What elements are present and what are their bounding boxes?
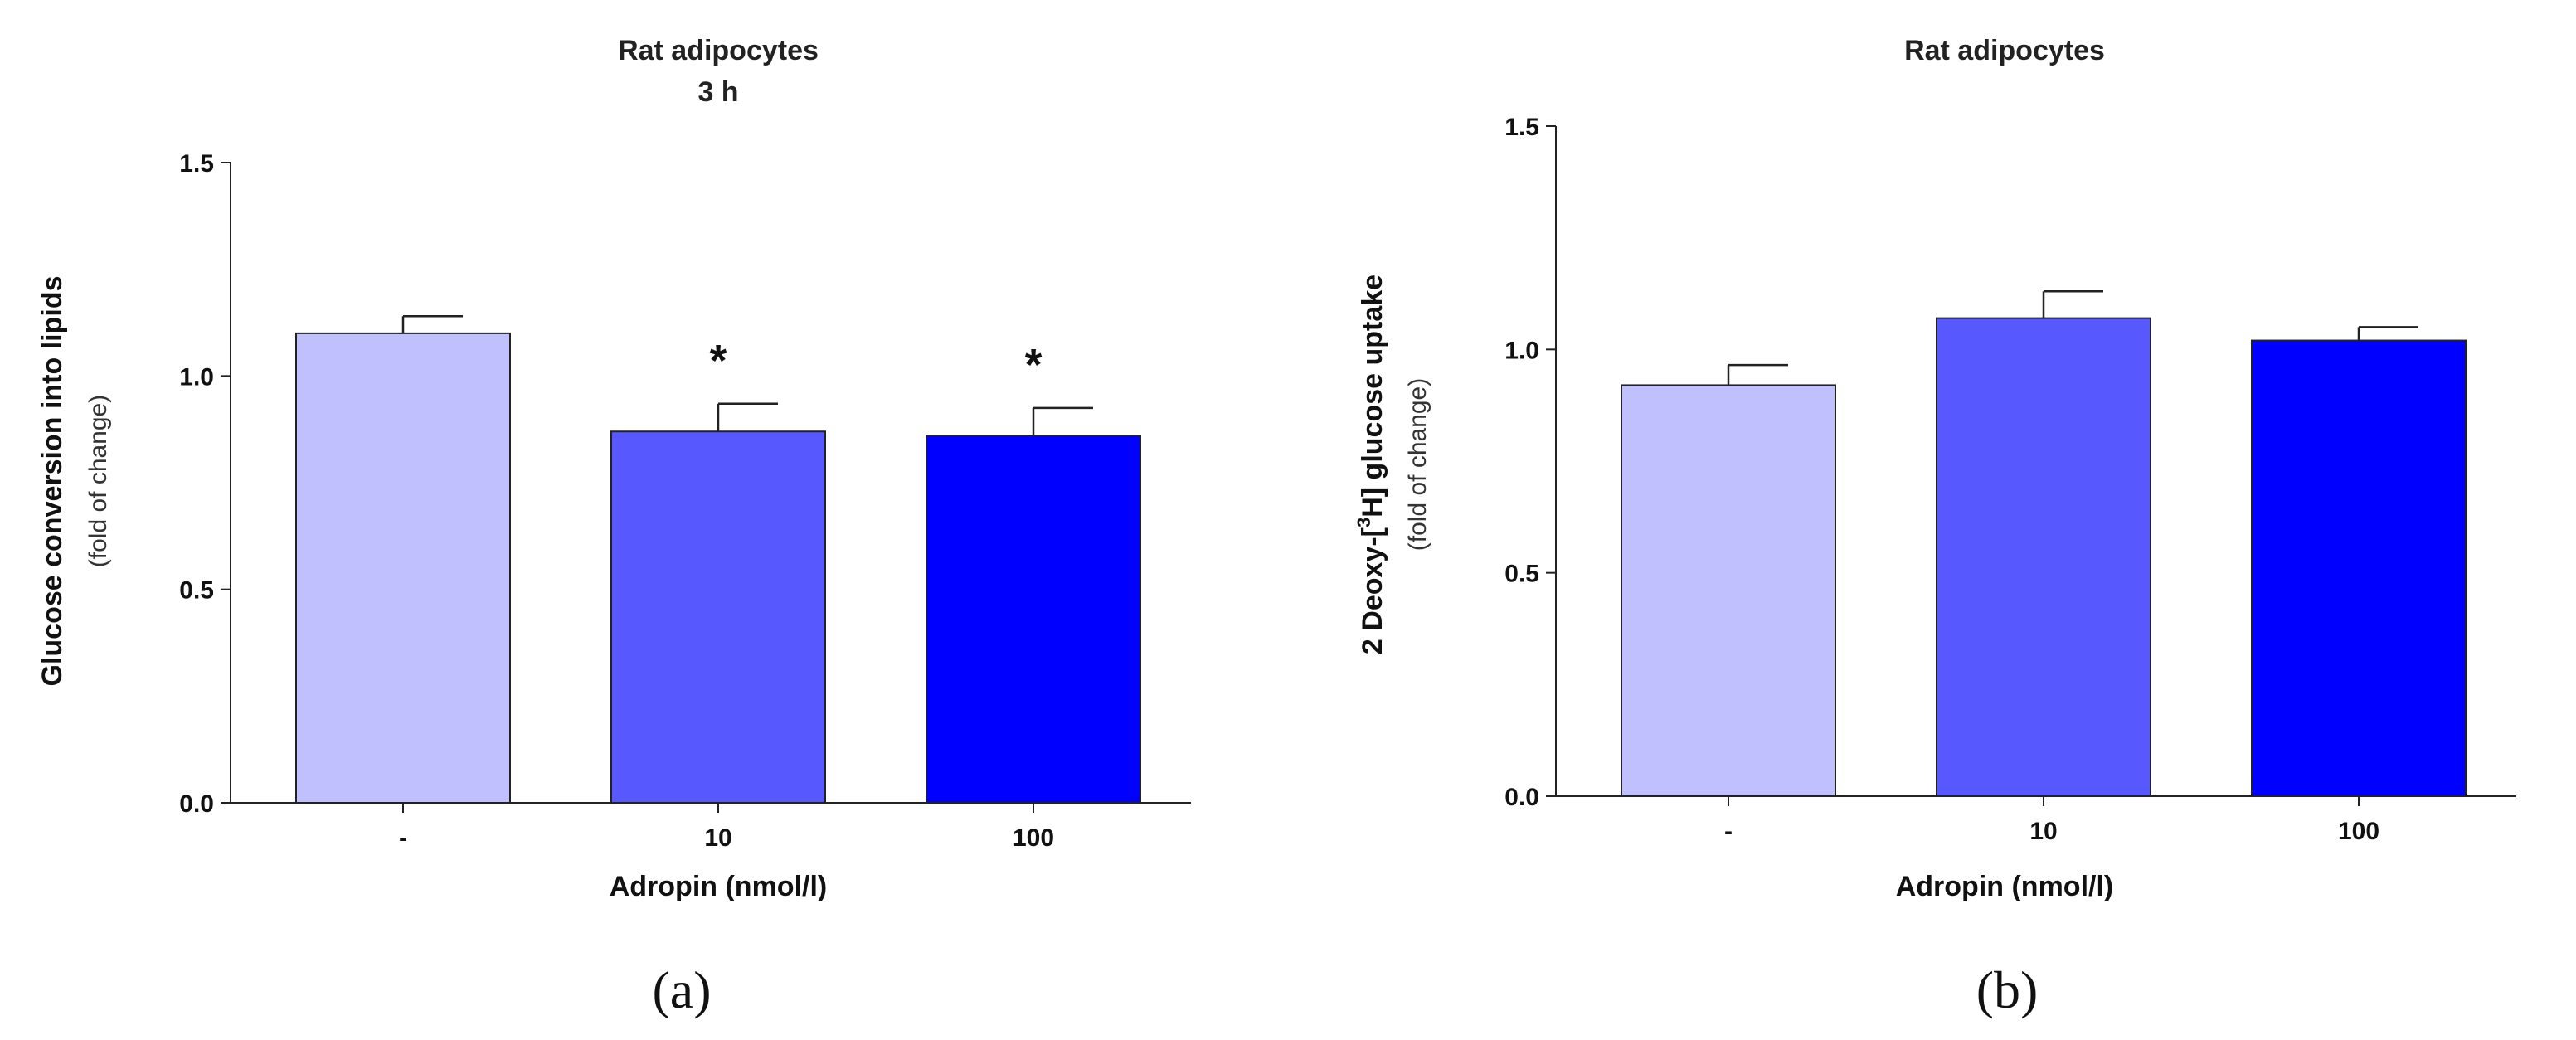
chart-a-x-tick-label: 10	[704, 824, 731, 852]
chart-a-svg: Rat adipocytes 3 h Glucose conversion in…	[36, 35, 1191, 1019]
panel-a: Rat adipocytes 3 h Glucose conversion in…	[0, 0, 1288, 1036]
chart-a-x-tick-label: 100	[1013, 824, 1054, 852]
panel-b-label: (b)	[1976, 960, 2039, 1019]
chart-b-title-line-1: Rat adipocytes	[1904, 35, 2105, 66]
chart-b-x-axis-label: Adropin (nmol/l)	[1896, 871, 2114, 902]
chart-b-y-axis-sublabel: (fold of change)	[1404, 378, 1431, 551]
chart-a-y-axis-label: Glucose conversion into lipids	[36, 276, 68, 687]
chart-b-x-tick-label: -	[1724, 818, 1733, 845]
chart-a-y-tick-label: 0.5	[179, 577, 214, 605]
chart-a-y-tick-label: 1.0	[179, 363, 214, 391]
chart-b-y-tick-label: 0.0	[1504, 784, 1539, 811]
chart-b-bar	[1621, 384, 1836, 797]
chart-a-x-axis-label: Adropin (nmol/l)	[610, 871, 828, 902]
panel-a-label: (a)	[652, 960, 711, 1019]
chart-b-y-tick-label: 1.0	[1504, 337, 1539, 364]
chart-b-x-tick-label: 100	[2338, 818, 2379, 845]
chart-b-y-tick-label: 1.5	[1504, 114, 1539, 141]
chart-b-bar	[1936, 317, 2151, 798]
chart-b-svg: Rat adipocytes 2 Deoxy-[3H] glucose upta…	[1354, 35, 2516, 1019]
chart-b-y-axis-label-post: H] glucose uptake	[1357, 275, 1388, 518]
panel-b: Rat adipocytes 2 Deoxy-[3H] glucose upta…	[1288, 0, 2576, 1036]
chart-b-y-axis-label-pre: 2 Deoxy-[	[1357, 527, 1388, 654]
chart-a-bar	[610, 430, 826, 804]
chart-b-y-axis-label: 2 Deoxy-[3H] glucose uptake	[1354, 275, 1388, 654]
chart-a-significance-marker: *	[709, 336, 727, 386]
chart-a-title-line-2: 3 h	[697, 76, 738, 108]
chart-a-y-axis-sublabel: (fold of change)	[85, 395, 112, 567]
chart-a-significance-marker: *	[1024, 340, 1042, 390]
chart-a-y-tick-label: 0.0	[179, 790, 214, 818]
chart-a-y-tick-label: 1.5	[179, 150, 214, 177]
chart-a-bar	[926, 435, 1141, 804]
chart-b-y-tick-label: 0.5	[1504, 561, 1539, 588]
chart-a-plot: 0.0 0.5 1.0 1.5 - 10 * 100 *	[179, 150, 1191, 852]
chart-a-title-line-1: Rat adipocytes	[618, 35, 819, 66]
chart-b-plot: 0.0 0.5 1.0 1.5 - 10 100	[1504, 114, 2516, 845]
chart-a-bar	[295, 332, 511, 804]
chart-b-y-axis-label-sup: 3	[1354, 518, 1374, 527]
chart-a-x-tick-label: -	[399, 824, 407, 852]
chart-b-x-tick-label: 10	[2029, 818, 2057, 845]
chart-b-bar	[2251, 339, 2467, 797]
